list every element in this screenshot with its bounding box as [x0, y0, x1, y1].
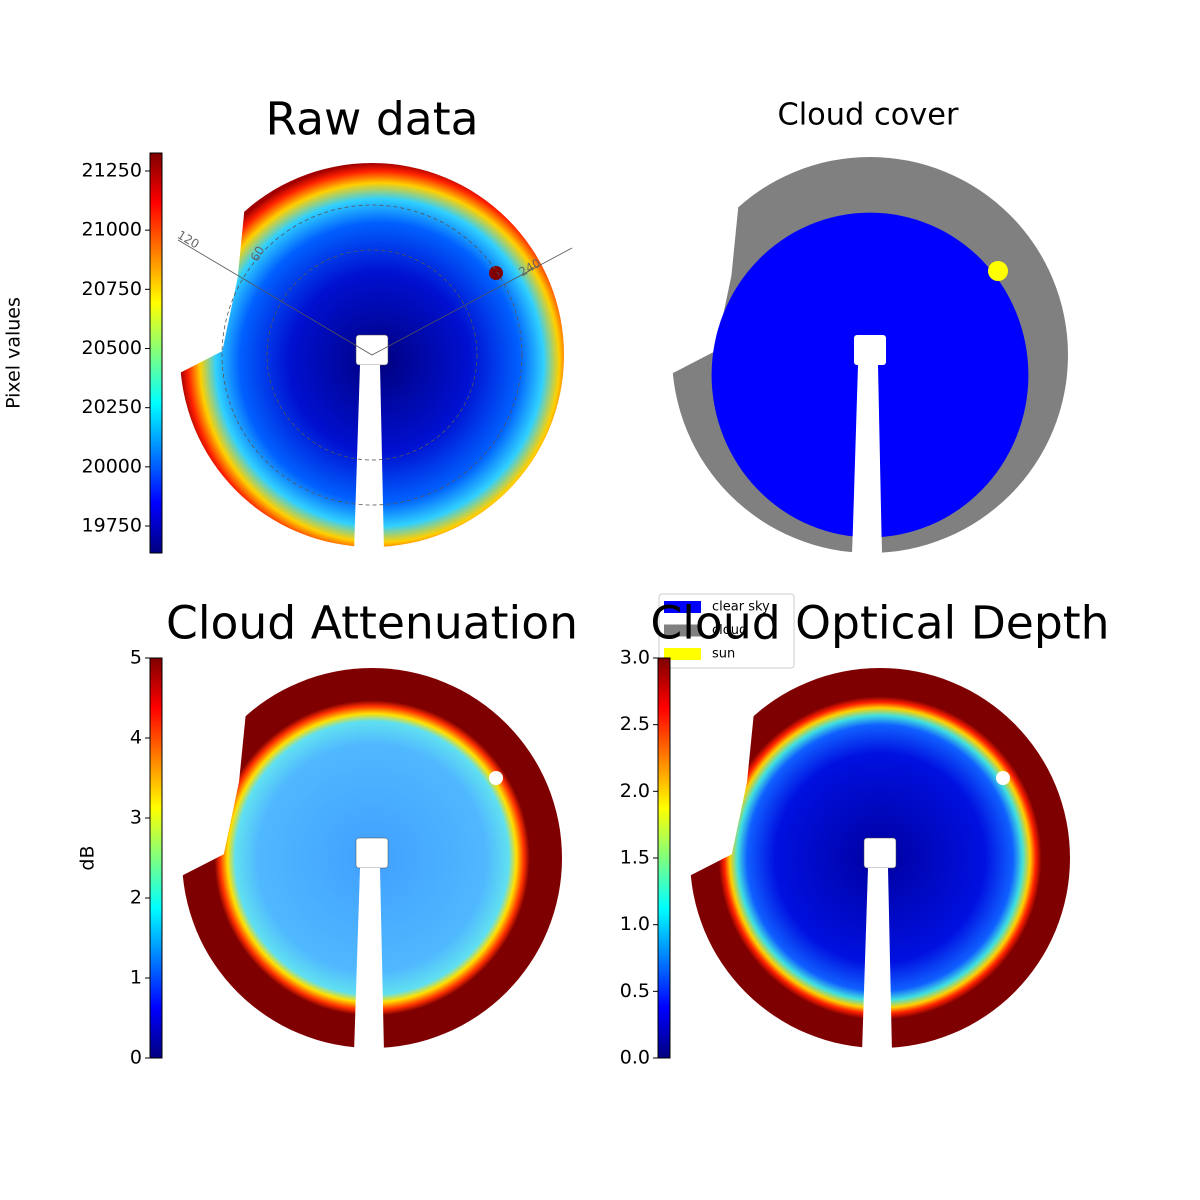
- colorbar-tick-label: 3: [130, 807, 142, 829]
- polar-grid: [371, 247, 573, 356]
- legend-swatch: [664, 624, 701, 637]
- panel-title: Cloud Optical Depth: [650, 597, 1109, 650]
- camera-mount: [863, 837, 897, 869]
- legend-label: clear sky: [712, 600, 770, 615]
- camera-mount: [854, 335, 886, 365]
- legend-label: sun: [712, 647, 735, 662]
- colorbar-tick-label: 5: [130, 647, 142, 669]
- camera-arm: [852, 365, 882, 558]
- colorbar-tick-label: 0.0: [620, 1047, 650, 1069]
- colorbar-tick-label: 20250: [82, 396, 142, 418]
- colorbar-tick-label: 0: [130, 1047, 142, 1069]
- sun-mask: [996, 771, 1010, 785]
- legend-label: cloud: [712, 623, 747, 638]
- legend-swatch: [664, 648, 701, 660]
- polar-grid: [266, 249, 478, 461]
- panel-title: Cloud Attenuation: [166, 597, 578, 650]
- polar-label: 60: [248, 244, 268, 264]
- colorbar-tick-label: 1.0: [620, 913, 650, 935]
- camera-arm: [862, 868, 892, 1053]
- colorbar-tick-label: 2.0: [620, 780, 650, 802]
- colorbar-tick-label: 20500: [82, 337, 142, 359]
- panel-title: Raw data: [265, 93, 478, 146]
- colorbar-tick-label: 2: [130, 887, 142, 909]
- colorbar-tick-label: 19750: [82, 515, 142, 537]
- masked-region: [680, 668, 755, 881]
- colorbar-tick-label: 21250: [82, 159, 142, 181]
- colorbar-tick-label: 1.5: [620, 847, 650, 869]
- colorbar: [149, 657, 163, 1059]
- masked-region: [172, 668, 247, 881]
- polar-grid: [221, 204, 523, 506]
- polar-grid: [177, 239, 373, 356]
- colorbar-tick-label: 20000: [82, 455, 142, 477]
- sky-image: [170, 163, 573, 552]
- colorbar-label: Pixel values: [3, 297, 25, 409]
- colorbar-tick-label: 21000: [82, 219, 142, 241]
- sun-marker: [489, 266, 503, 280]
- legend-swatch: [664, 601, 701, 613]
- sun-mask: [489, 771, 503, 785]
- colorbar-tick-label: 1: [130, 967, 142, 989]
- camera-arm: [354, 365, 384, 552]
- sky-image: [172, 668, 562, 1053]
- camera-mount: [355, 837, 389, 869]
- masked-region: [170, 163, 246, 379]
- colorbar-tick-label: 20750: [82, 278, 142, 300]
- colorbar: [657, 657, 671, 1059]
- colorbar: [149, 152, 163, 554]
- camera-arm: [354, 868, 384, 1053]
- colorbar-tick-label: 3.0: [620, 647, 650, 669]
- colorbar-tick-label: 2.5: [620, 713, 650, 735]
- colorbar-label: dB: [77, 845, 99, 870]
- camera-mount: [355, 334, 389, 366]
- sky-image: [680, 668, 1070, 1053]
- sky-image: [662, 157, 1068, 558]
- panel-title: Cloud cover: [778, 98, 959, 133]
- colorbar-tick-label: 4: [130, 727, 142, 749]
- sun-marker: [988, 261, 1008, 281]
- colorbar-tick-label: 0.5: [620, 980, 650, 1002]
